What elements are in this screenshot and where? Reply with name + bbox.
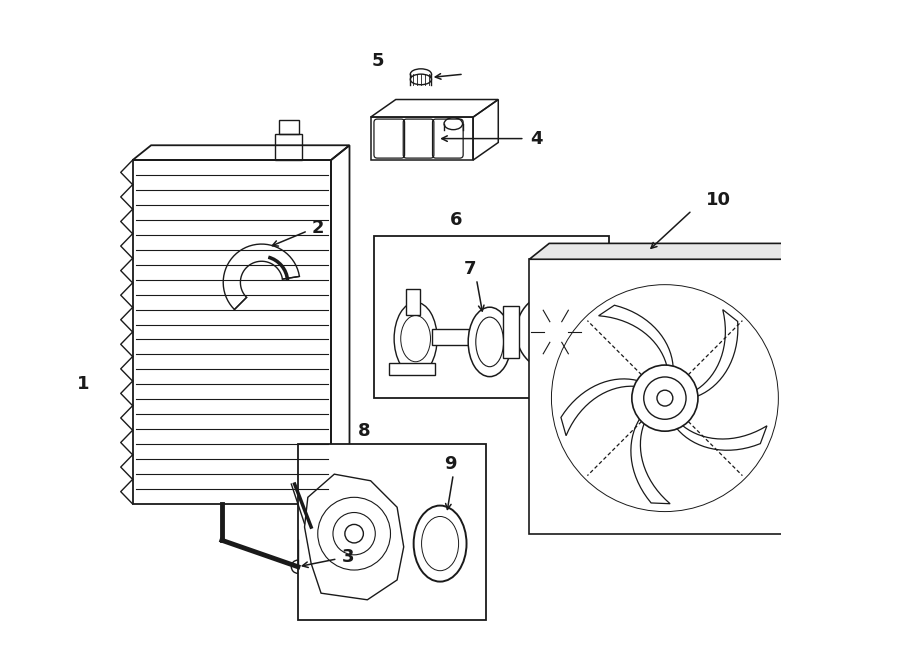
Circle shape bbox=[544, 320, 568, 344]
Circle shape bbox=[516, 292, 596, 372]
Circle shape bbox=[345, 525, 364, 543]
Text: 3: 3 bbox=[342, 548, 355, 566]
Text: 7: 7 bbox=[464, 260, 476, 278]
Ellipse shape bbox=[410, 69, 431, 80]
Polygon shape bbox=[529, 244, 820, 259]
Polygon shape bbox=[631, 411, 670, 504]
Ellipse shape bbox=[468, 307, 511, 376]
Polygon shape bbox=[561, 379, 647, 436]
Bar bbox=[298, 444, 486, 620]
Bar bbox=[529, 259, 800, 534]
Ellipse shape bbox=[476, 317, 504, 367]
Text: 2: 2 bbox=[311, 218, 324, 236]
Ellipse shape bbox=[421, 517, 459, 570]
Circle shape bbox=[644, 377, 686, 419]
Polygon shape bbox=[688, 309, 738, 399]
Bar bbox=[503, 305, 519, 359]
Text: 9: 9 bbox=[444, 456, 456, 473]
Circle shape bbox=[531, 307, 580, 357]
Text: 5: 5 bbox=[372, 52, 383, 70]
Bar bbox=[432, 329, 469, 345]
Polygon shape bbox=[671, 419, 767, 450]
Bar bbox=[132, 160, 331, 504]
Polygon shape bbox=[598, 305, 673, 376]
Circle shape bbox=[657, 390, 673, 406]
Circle shape bbox=[632, 365, 698, 431]
Polygon shape bbox=[800, 244, 820, 534]
Ellipse shape bbox=[410, 74, 431, 85]
Bar bbox=[406, 289, 420, 315]
Bar bbox=[389, 363, 436, 375]
Bar bbox=[279, 120, 299, 133]
Ellipse shape bbox=[414, 505, 466, 582]
Text: 4: 4 bbox=[530, 129, 543, 147]
Circle shape bbox=[292, 560, 304, 573]
Polygon shape bbox=[304, 474, 404, 600]
Ellipse shape bbox=[394, 302, 437, 375]
Text: 1: 1 bbox=[77, 374, 90, 392]
Circle shape bbox=[333, 513, 375, 555]
Text: 10: 10 bbox=[706, 191, 731, 209]
Bar bbox=[275, 133, 302, 160]
Text: 8: 8 bbox=[357, 422, 370, 440]
Text: 6: 6 bbox=[450, 210, 463, 228]
Circle shape bbox=[318, 497, 391, 570]
Bar bbox=[374, 236, 608, 398]
Bar bbox=[371, 117, 473, 160]
